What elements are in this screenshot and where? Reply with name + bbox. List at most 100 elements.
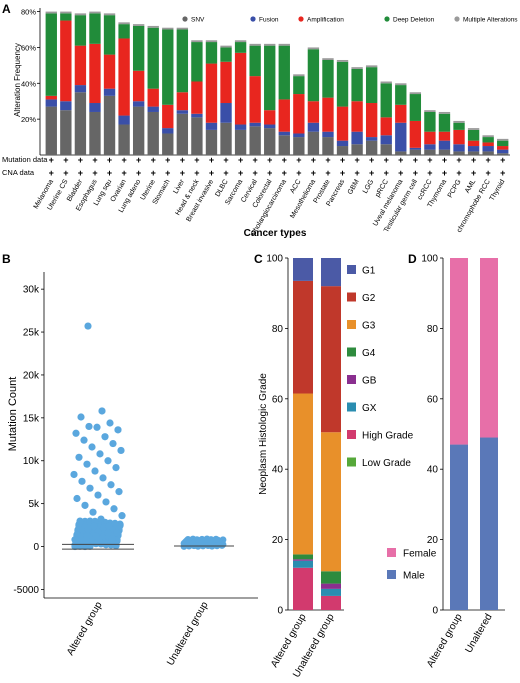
mutation-data-mark: + xyxy=(92,155,97,165)
panel-c-bar-g4 xyxy=(293,554,313,560)
panel-a-bar-fusion xyxy=(89,103,101,112)
panel-b-point-altered xyxy=(100,539,108,547)
cancer-type-label: GBM xyxy=(347,178,361,195)
panel-a-bar-amplification xyxy=(249,76,261,123)
panel-a-bar-amplification xyxy=(220,61,232,104)
cna-data-mark: + xyxy=(325,168,330,178)
panel-a-bar-deep-deletion xyxy=(176,29,189,93)
panel-a-bar-amplification xyxy=(162,104,174,129)
panel-a-bar-deep-deletion xyxy=(60,13,72,21)
panel-a-bar-multiple-alterations xyxy=(351,67,363,69)
panel-d-bar-female xyxy=(480,258,498,438)
cancer-type-label: ACC xyxy=(289,179,302,195)
panel-a-bar-amplification xyxy=(60,20,72,102)
row-label-cna: CNA data xyxy=(2,168,35,177)
panel-label-b: B xyxy=(2,252,11,266)
panel-a-bar-multiple-alterations xyxy=(365,65,378,68)
panel-b-ytick-label: -5000 xyxy=(13,585,39,596)
panel-a-bar-amplification xyxy=(497,146,509,150)
panel-a-bar-amplification xyxy=(191,81,203,114)
panel-a-bar-multiple-alterations xyxy=(307,47,320,50)
panel-a-bar-multiple-alterations xyxy=(453,120,465,123)
panel-b-point-altered xyxy=(72,429,80,437)
cna-data-mark: + xyxy=(253,168,258,178)
legend-swatch xyxy=(250,16,256,22)
panel-b-point-altered xyxy=(111,519,119,527)
panel-a-bar-fusion xyxy=(351,131,363,145)
mutation-data-mark: + xyxy=(369,155,374,165)
panel-a-bar-deep-deletion xyxy=(234,42,247,53)
panel-b-point-altered xyxy=(118,512,126,520)
panel-d-legend-swatch xyxy=(387,548,396,557)
panel-a-bar-deep-deletion xyxy=(278,45,290,100)
mutation-data-mark: + xyxy=(209,155,214,165)
panel-c-bar-g1 xyxy=(321,258,341,287)
panel-b-point-altered xyxy=(82,537,90,545)
panel-c-ytick-label: 0 xyxy=(277,606,283,617)
cna-data-mark: + xyxy=(471,168,476,178)
panel-a-bar-amplification xyxy=(453,129,465,145)
panel-a-bar-amplification xyxy=(176,92,189,111)
cna-data-mark: + xyxy=(384,168,389,178)
panel-a-bar-fusion xyxy=(365,137,378,141)
panel-a-bar-multiple-alterations xyxy=(103,13,116,16)
panel-c-bar-gb xyxy=(293,559,313,561)
panel-a-bar-multiple-alterations xyxy=(264,43,276,46)
panel-c-bar-gb xyxy=(321,583,341,589)
panel-c-legend-swatch xyxy=(347,292,356,302)
panel-a-bar-fusion xyxy=(467,146,480,152)
panel-a-bar-deep-deletion xyxy=(103,15,116,55)
panel-a-bar-deep-deletion xyxy=(45,13,57,96)
panel-a-bar-fusion xyxy=(264,124,276,129)
panel-b-point-altered xyxy=(112,464,120,472)
panel-b-point-altered xyxy=(113,529,121,537)
panel-a-bar-multiple-alterations xyxy=(424,110,436,112)
mutation-data-mark: + xyxy=(136,155,141,165)
mutation-data-mark: + xyxy=(354,155,359,165)
panel-b-point-altered xyxy=(89,508,97,516)
panel-a-bar-amplification xyxy=(380,117,392,136)
panel-a-bar-snv xyxy=(351,144,363,155)
panel-a-bar-amplification xyxy=(45,95,57,100)
panel-a-bar-deep-deletion xyxy=(322,59,334,98)
panel-d-ytick-label: 40 xyxy=(427,465,439,476)
panel-c-legend-label: GX xyxy=(362,403,377,414)
panel-a-bar-snv xyxy=(453,151,465,155)
panel-b-point-altered xyxy=(110,505,118,513)
panel-a-bar-snv xyxy=(482,151,494,155)
cna-data-mark: + xyxy=(296,168,301,178)
panel-a-bar-fusion xyxy=(191,113,203,118)
panel-c-bar-high-grade xyxy=(321,595,341,610)
panel-a-bar-deep-deletion xyxy=(497,140,509,147)
mutation-data-mark: + xyxy=(267,155,272,165)
cancer-type-label: AML xyxy=(464,178,477,194)
panel-a-bar-snv xyxy=(395,151,407,155)
panel-a-bar-multiple-alterations xyxy=(89,11,101,14)
cna-data-mark: + xyxy=(282,168,287,178)
panel-b-point-unaltered xyxy=(218,542,226,549)
panel-b-point-altered xyxy=(99,474,107,482)
panel-a-bar-snv xyxy=(322,137,334,155)
panel-d-ytick-label: 100 xyxy=(421,254,438,265)
panel-d-ytick-label: 60 xyxy=(427,394,439,405)
panel-a-bar-fusion xyxy=(162,128,174,134)
cna-data-mark: + xyxy=(427,168,432,178)
cna-data-mark: + xyxy=(165,168,170,178)
panel-a-bar-deep-deletion xyxy=(74,15,87,46)
panel-a-bar-fusion xyxy=(293,133,305,138)
legend-swatch xyxy=(298,16,304,22)
mutation-data-mark: + xyxy=(121,155,126,165)
panel-a-ytick-label: 40% xyxy=(21,79,36,88)
panel-a-ytick-label: 60% xyxy=(21,43,36,52)
panel-a-bar-multiple-alterations xyxy=(336,59,349,62)
panel-b-ytick-label: 30k xyxy=(23,285,40,296)
panel-b-point-altered xyxy=(104,457,112,465)
panel-c-legend-swatch xyxy=(347,402,356,412)
panel-d-legend-label: Female xyxy=(403,549,437,560)
panel-a-bar-deep-deletion xyxy=(424,111,436,132)
panel-c-legend-swatch xyxy=(347,430,356,439)
panel-a-bar-amplification xyxy=(351,101,363,132)
panel-a-bar-multiple-alterations xyxy=(118,22,130,25)
panel-d-ytick-label: 0 xyxy=(432,606,438,617)
panel-a-bar-fusion xyxy=(424,144,436,150)
